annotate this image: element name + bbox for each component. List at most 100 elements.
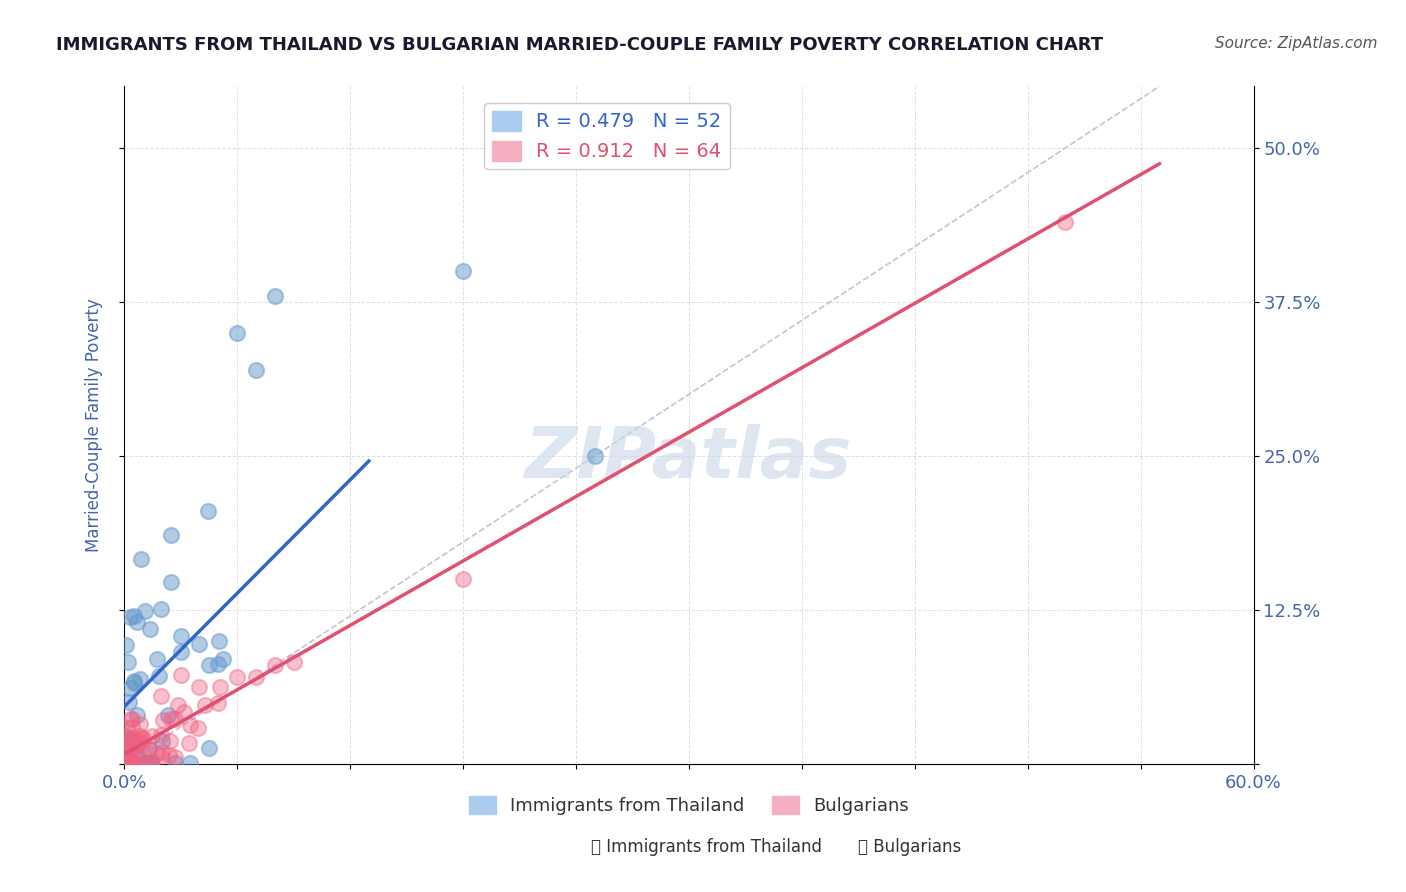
Point — [134, 756, 156, 770]
Point — [127, 708, 149, 723]
Point — [163, 750, 186, 764]
Text: ZIPatlas: ZIPatlas — [526, 425, 852, 493]
Point — [159, 734, 181, 748]
Text: ⬜ Bulgarians: ⬜ Bulgarians — [858, 838, 960, 856]
Point — [159, 575, 181, 590]
Point — [156, 707, 179, 722]
Point — [283, 655, 305, 669]
Point — [122, 756, 145, 770]
Point — [263, 657, 285, 672]
Point — [179, 717, 201, 731]
Point — [124, 674, 146, 689]
Point — [194, 698, 217, 712]
Point — [179, 756, 201, 770]
Point — [121, 731, 143, 746]
Point — [124, 740, 146, 755]
Point — [129, 731, 152, 746]
Point — [157, 747, 180, 762]
Point — [115, 638, 138, 652]
Point — [177, 736, 200, 750]
Point — [150, 745, 173, 759]
Point — [245, 362, 267, 376]
Point — [1054, 215, 1077, 229]
Point — [117, 756, 139, 770]
Point — [125, 615, 148, 630]
Point — [149, 728, 172, 742]
Point — [207, 696, 229, 710]
Point — [120, 712, 142, 726]
Point — [165, 713, 187, 727]
Point — [129, 673, 152, 687]
Point — [138, 740, 160, 755]
Point — [160, 528, 183, 542]
Point — [188, 681, 211, 695]
Point — [132, 731, 155, 745]
Point — [124, 676, 146, 690]
Point — [125, 756, 148, 770]
Point — [129, 717, 152, 731]
Point — [245, 670, 267, 684]
Point — [208, 680, 231, 694]
Point — [131, 739, 153, 754]
Point — [160, 712, 183, 726]
Point — [115, 756, 138, 770]
Point — [150, 748, 173, 763]
Point — [118, 744, 141, 758]
Point — [115, 740, 138, 755]
Point — [148, 669, 170, 683]
Point — [121, 756, 143, 770]
Point — [198, 740, 221, 755]
Point — [197, 504, 219, 518]
Point — [117, 656, 139, 670]
Point — [163, 756, 186, 770]
Point — [121, 756, 143, 770]
Point — [212, 652, 235, 666]
Point — [115, 730, 138, 744]
Point — [129, 552, 152, 566]
Point — [134, 604, 156, 618]
Point — [122, 748, 145, 763]
Point — [115, 721, 138, 735]
Text: ⬜ Immigrants from Thailand: ⬜ Immigrants from Thailand — [591, 838, 821, 856]
Point — [150, 734, 173, 748]
Point — [115, 736, 138, 750]
Point — [115, 756, 138, 770]
Text: IMMIGRANTS FROM THAILAND VS BULGARIAN MARRIED-COUPLE FAMILY POVERTY CORRELATION : IMMIGRANTS FROM THAILAND VS BULGARIAN MA… — [56, 36, 1104, 54]
Point — [152, 714, 174, 728]
Point — [122, 731, 145, 745]
Point — [117, 731, 139, 745]
Point — [115, 744, 138, 758]
Point — [188, 637, 211, 651]
Point — [134, 756, 156, 770]
Point — [198, 658, 221, 673]
Point — [118, 756, 141, 770]
Point — [145, 652, 167, 666]
Point — [120, 756, 142, 770]
Point — [173, 706, 195, 720]
Point — [187, 721, 209, 735]
Point — [139, 756, 162, 770]
Point — [207, 657, 229, 671]
Point — [169, 629, 191, 643]
Point — [451, 264, 474, 278]
Point — [150, 689, 173, 703]
Text: Source: ZipAtlas.com: Source: ZipAtlas.com — [1215, 36, 1378, 51]
Point — [120, 681, 142, 695]
Legend: Immigrants from Thailand, Bulgarians: Immigrants from Thailand, Bulgarians — [461, 789, 917, 822]
Point — [135, 756, 157, 770]
Point — [115, 756, 138, 770]
Point — [150, 602, 173, 616]
Point — [141, 730, 163, 744]
Point — [118, 756, 141, 770]
Point — [169, 668, 191, 682]
Point — [138, 742, 160, 756]
Point — [226, 326, 249, 340]
Point — [128, 734, 150, 748]
Point — [118, 756, 141, 770]
Point — [115, 756, 138, 770]
Y-axis label: Married-Couple Family Poverty: Married-Couple Family Poverty — [86, 298, 103, 552]
Point — [170, 645, 193, 659]
Point — [125, 749, 148, 764]
Point — [263, 289, 285, 303]
Point — [120, 756, 142, 770]
